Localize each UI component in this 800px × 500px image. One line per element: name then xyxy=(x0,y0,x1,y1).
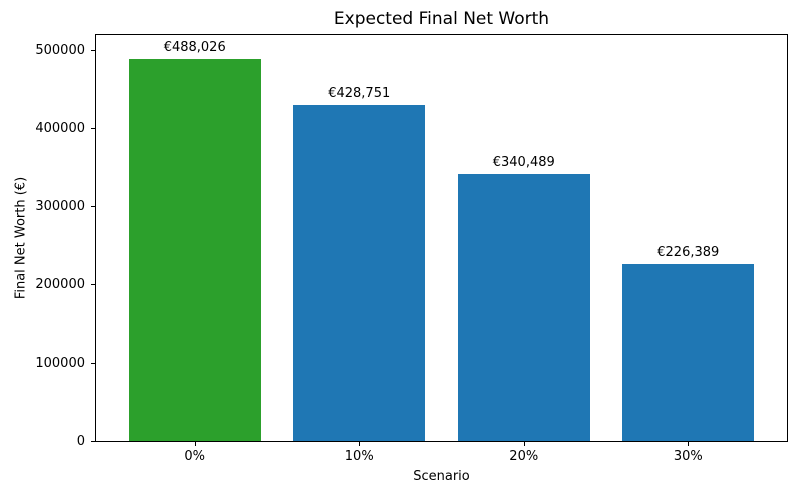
bar-value-label: €226,389 xyxy=(657,244,720,260)
chart-title: Expected Final Net Worth xyxy=(333,9,550,29)
x-tick-mark xyxy=(523,442,525,446)
y-tick-label: 500000 xyxy=(35,42,85,58)
x-tick-label: 20% xyxy=(509,449,539,464)
bar-value-label: €340,489 xyxy=(492,155,555,171)
x-tick-label: 0% xyxy=(184,449,206,464)
y-tick-mark xyxy=(91,441,95,442)
x-axis-label: Scenario xyxy=(413,469,470,484)
bar-value-label: €428,751 xyxy=(328,86,391,102)
y-tick-mark xyxy=(91,127,95,129)
y-tick-label: 100000 xyxy=(35,355,85,371)
x-tick-label: 30% xyxy=(673,449,703,464)
bar-10% xyxy=(293,105,426,441)
bar-0% xyxy=(128,58,261,441)
y-tick-mark xyxy=(91,206,95,208)
y-tick-label: 400000 xyxy=(35,120,85,136)
y-tick-label: 300000 xyxy=(35,199,85,215)
plot-area: €488,026 €428,751 €340,489 €226,389 xyxy=(95,34,788,442)
bar-value-label: €488,026 xyxy=(163,39,226,55)
y-tick-mark xyxy=(91,362,95,364)
y-tick-label: 200000 xyxy=(35,277,85,293)
bar-20% xyxy=(457,174,590,441)
y-tick-label: 0 xyxy=(76,434,85,449)
y-tick-mark xyxy=(91,284,95,286)
x-tick-mark xyxy=(194,442,196,446)
y-tick-mark xyxy=(91,49,95,51)
bar-30% xyxy=(622,263,755,441)
x-tick-label: 10% xyxy=(344,449,374,464)
x-tick-mark xyxy=(688,442,690,446)
x-tick-mark xyxy=(359,442,361,446)
